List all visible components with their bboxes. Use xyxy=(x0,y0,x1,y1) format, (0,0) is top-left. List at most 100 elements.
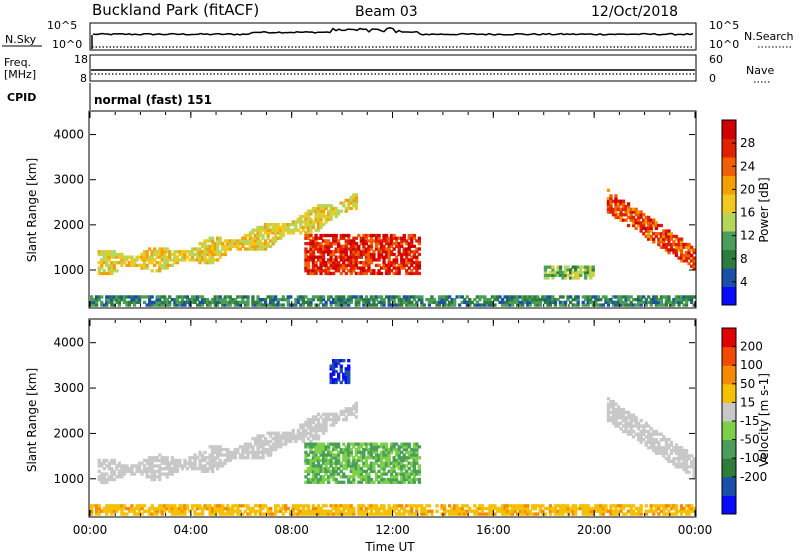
heatmap-cell xyxy=(397,295,401,299)
heatmap-cell xyxy=(682,448,686,453)
heatmap-cell xyxy=(306,217,311,221)
heatmap-cell xyxy=(379,300,384,304)
heatmap-cell xyxy=(163,458,167,463)
heatmap-cell xyxy=(190,295,195,299)
heatmap-cell xyxy=(246,242,250,246)
heatmap-cell xyxy=(392,233,396,238)
heatmap-cell xyxy=(324,504,328,508)
heatmap-cell xyxy=(198,247,202,251)
heatmap-cell xyxy=(332,261,336,265)
heatmap-cell xyxy=(342,250,346,254)
heatmap-cell xyxy=(316,458,321,463)
heatmap-cell xyxy=(377,295,381,299)
heatmap-cell xyxy=(316,480,321,484)
heatmap-cell xyxy=(379,453,384,457)
heatmap-cell xyxy=(316,504,321,508)
heatmap-cell xyxy=(626,432,631,436)
heatmap-cell xyxy=(690,298,694,302)
heatmap-cell xyxy=(148,300,152,304)
heatmap-cell xyxy=(611,210,616,214)
heatmap-cell xyxy=(208,252,212,257)
heatmap-cell xyxy=(289,223,293,227)
heatmap-cell xyxy=(692,303,696,307)
heatmap-cell xyxy=(654,234,658,239)
heatmap-cell xyxy=(591,268,595,272)
heatmap-cell xyxy=(657,451,661,455)
heatmap-cell xyxy=(339,236,343,240)
heatmap-cell xyxy=(692,264,696,268)
heatmap-cell xyxy=(258,300,263,304)
heatmap-cell xyxy=(362,269,366,273)
heatmap-cell xyxy=(120,263,124,267)
heatmap-cell xyxy=(490,509,495,513)
heatmap-cell xyxy=(248,233,253,238)
heatmap-cell xyxy=(316,266,321,270)
heatmap-cell xyxy=(253,239,258,243)
nave-tick-bottom: 0 xyxy=(709,72,716,85)
heatmap-cell xyxy=(221,512,225,516)
heatmap-cell xyxy=(233,298,237,302)
heatmap-cell xyxy=(321,255,326,259)
heatmap-cell xyxy=(616,509,621,513)
heatmap-cell xyxy=(684,454,689,458)
x-tick-label: 04:00 xyxy=(174,523,209,537)
heatmap-cell xyxy=(158,464,162,468)
heatmap-cell xyxy=(175,467,179,471)
heatmap-cell xyxy=(279,434,283,438)
heatmap-cell xyxy=(402,442,406,446)
heatmap-cell xyxy=(296,504,300,508)
heatmap-cell xyxy=(168,464,172,468)
heatmap-cell xyxy=(329,461,333,465)
heatmap-cell xyxy=(364,480,369,484)
heatmap-cell xyxy=(306,271,311,276)
heatmap-cell xyxy=(417,480,421,484)
heatmap-cell xyxy=(327,480,331,484)
heatmap-cell xyxy=(271,236,275,240)
heatmap-cell xyxy=(153,506,157,511)
heatmap-cell xyxy=(382,236,386,240)
heatmap-cell xyxy=(304,431,308,435)
heatmap-cell xyxy=(359,255,363,259)
heatmap-cell xyxy=(384,477,389,482)
heatmap-cell xyxy=(395,504,399,508)
heatmap-cell xyxy=(223,461,227,465)
heatmap-cell xyxy=(100,258,104,262)
feature-region-1 xyxy=(97,193,358,276)
heatmap-cell xyxy=(634,416,638,420)
heatmap-cell xyxy=(271,295,275,299)
heatmap-cell xyxy=(566,512,570,516)
heatmap-cell xyxy=(266,509,270,513)
heatmap-cell xyxy=(334,453,338,457)
heatmap-cell xyxy=(405,303,409,307)
heatmap-cell xyxy=(453,298,457,302)
heatmap-cell xyxy=(619,210,623,214)
heatmap-cell xyxy=(682,465,686,469)
heatmap-cell xyxy=(654,438,658,442)
heatmap-cell xyxy=(606,202,611,206)
heatmap-cell xyxy=(407,456,411,460)
heatmap-cell xyxy=(473,504,477,508)
heatmap-cell xyxy=(677,465,681,469)
heatmap-cell xyxy=(120,464,124,468)
heatmap-cell xyxy=(369,480,374,484)
heatmap-cell xyxy=(611,295,616,299)
heatmap-cell xyxy=(354,464,358,468)
heatmap-cell xyxy=(344,409,348,414)
heatmap-cell xyxy=(488,298,492,302)
heatmap-cell xyxy=(657,232,661,236)
heatmap-cell xyxy=(453,506,457,511)
heatmap-cell xyxy=(662,295,666,299)
heatmap-cell xyxy=(228,247,232,251)
heatmap-cell xyxy=(402,456,406,460)
heatmap-cell xyxy=(193,300,197,304)
heatmap-cell xyxy=(246,298,250,302)
heatmap-cell xyxy=(218,445,222,449)
heatmap-cell xyxy=(687,512,691,516)
heatmap-cell xyxy=(677,256,681,260)
heatmap-cell xyxy=(332,447,336,452)
heatmap-cell xyxy=(208,236,212,240)
heatmap-cell xyxy=(95,300,99,304)
heatmap-cell xyxy=(266,228,270,232)
heatmap-cell xyxy=(309,250,313,254)
